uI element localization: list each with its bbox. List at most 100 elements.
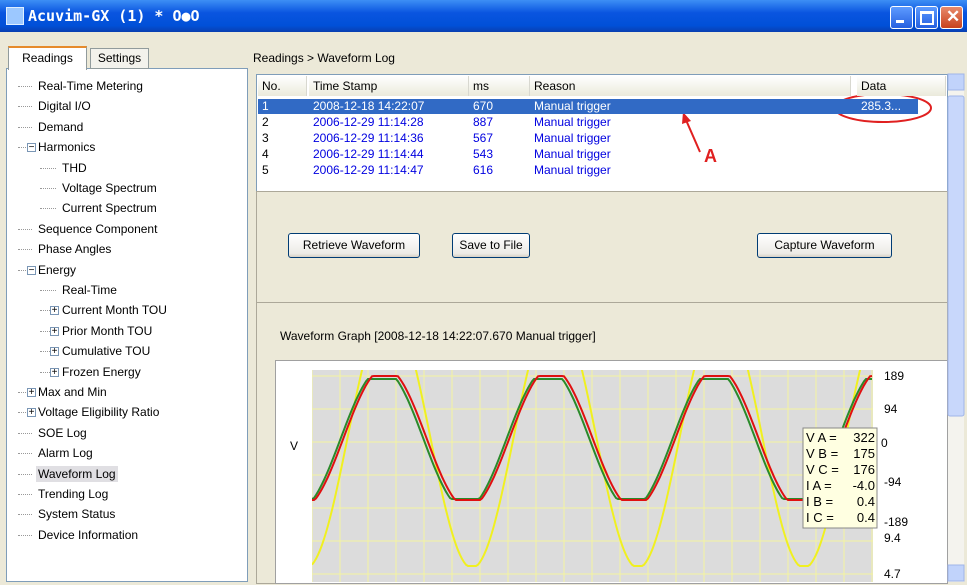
tooltip-value: 176 bbox=[853, 462, 875, 477]
scroll-up[interactable] bbox=[947, 73, 965, 91]
tooltip-value: 175 bbox=[853, 446, 875, 461]
tree-expander[interactable]: + bbox=[50, 366, 59, 378]
tooltip-value: 0.4 bbox=[856, 510, 875, 525]
tooltip-value: -4.0 bbox=[852, 478, 875, 493]
tree-expander[interactable]: − bbox=[27, 264, 36, 276]
tree-item[interactable]: Cumulative TOU bbox=[62, 344, 151, 359]
table-cell[interactable]: 3 bbox=[262, 131, 269, 145]
column-header[interactable]: No. bbox=[258, 76, 307, 96]
app-icon bbox=[6, 7, 24, 25]
table-cell[interactable]: 4 bbox=[262, 147, 269, 161]
maximize-button[interactable] bbox=[915, 6, 938, 29]
tree-item[interactable]: Max and Min bbox=[38, 385, 107, 399]
table-cell[interactable]: 616 bbox=[473, 163, 494, 177]
column-header[interactable]: ms bbox=[469, 76, 530, 96]
close-button[interactable]: ✕ bbox=[940, 6, 963, 29]
table-cell[interactable]: Manual trigger bbox=[534, 163, 611, 177]
tree-connector bbox=[18, 106, 32, 108]
y-tick-label: 9.4 bbox=[884, 531, 901, 545]
tree-item[interactable]: Waveform Log bbox=[36, 465, 118, 482]
tree-item[interactable]: Sequence Component bbox=[38, 221, 158, 236]
column-header[interactable]: Reason bbox=[530, 76, 851, 96]
table-cell[interactable]: 285.3... bbox=[861, 99, 902, 114]
button[interactable]: Save to File bbox=[452, 233, 530, 258]
table-cell[interactable]: 567 bbox=[473, 131, 494, 145]
tree-connector bbox=[18, 473, 32, 475]
tree-item[interactable]: Frozen Energy bbox=[62, 364, 141, 379]
tree-item[interactable]: Current Month TOU bbox=[62, 303, 167, 318]
tree-connector bbox=[40, 167, 56, 169]
tree-connector bbox=[18, 453, 32, 455]
tree-item[interactable]: Real-Time Metering bbox=[38, 79, 143, 93]
tooltip-name: I A = bbox=[806, 478, 832, 493]
tab[interactable]: Settings bbox=[90, 48, 149, 69]
tree-item[interactable]: Phase Angles bbox=[38, 242, 112, 257]
tree-expander[interactable]: + bbox=[50, 346, 59, 358]
tree-item[interactable]: Real-Time bbox=[62, 283, 117, 297]
tab[interactable]: Readings bbox=[8, 46, 87, 70]
tree-item[interactable]: Prior Month TOU bbox=[62, 323, 153, 338]
tree-connector bbox=[40, 290, 56, 291]
tree-item[interactable]: Energy bbox=[38, 262, 77, 277]
y-axis-label: V bbox=[290, 439, 299, 453]
graph-title: Waveform Graph [2008-12-18 14:22:07.670 … bbox=[280, 329, 596, 343]
voltage-waveform-a bbox=[312, 375, 873, 501]
tree-expander[interactable]: + bbox=[50, 325, 59, 337]
table-cell[interactable]: 2006-12-29 11:14:47 bbox=[313, 163, 424, 177]
current-waveform bbox=[312, 370, 862, 567]
table-cell[interactable]: 2 bbox=[262, 115, 269, 129]
tree-expander[interactable]: − bbox=[27, 142, 36, 154]
tree-item[interactable]: Alarm Log bbox=[38, 446, 93, 461]
tree-connector bbox=[18, 126, 32, 128]
tree-item[interactable]: Current Spectrum bbox=[62, 201, 157, 216]
table-cell[interactable]: 543 bbox=[473, 147, 494, 161]
table-cell[interactable]: Manual trigger bbox=[534, 99, 611, 113]
tooltip-name: V C = bbox=[806, 462, 839, 477]
table-cell[interactable]: Manual trigger bbox=[534, 147, 611, 161]
scroll-down[interactable] bbox=[947, 564, 965, 582]
table-cell[interactable]: 2008-12-18 14:22:07 bbox=[313, 99, 425, 113]
y-tick-label: 189 bbox=[884, 369, 905, 383]
tooltip-value: 0.4 bbox=[856, 494, 875, 509]
tree-item[interactable]: Digital I/O bbox=[38, 99, 91, 114]
y-tick-label: -189 bbox=[884, 515, 909, 529]
tree-connector bbox=[18, 514, 32, 516]
tree-item[interactable]: Device Information bbox=[38, 527, 139, 542]
tree-expander[interactable]: + bbox=[27, 387, 36, 398]
tree-expander[interactable]: + bbox=[50, 305, 59, 317]
tree-item[interactable]: SOE Log bbox=[38, 425, 87, 440]
tree-expander[interactable]: + bbox=[27, 407, 36, 419]
table-cell[interactable]: 2006-12-29 11:14:36 bbox=[313, 131, 424, 145]
y-tick-label: 94 bbox=[884, 402, 898, 416]
table-cell[interactable]: 2006-12-29 11:14:28 bbox=[313, 115, 424, 129]
table-cell[interactable]: 1 bbox=[262, 99, 269, 113]
tree-item[interactable]: Voltage Spectrum bbox=[62, 181, 157, 195]
minimize-button[interactable] bbox=[890, 6, 913, 29]
tree-item[interactable]: Demand bbox=[38, 119, 84, 134]
table-cell[interactable]: 887 bbox=[473, 115, 494, 129]
table-cell[interactable]: 670 bbox=[473, 99, 494, 113]
y-tick-label: 0 bbox=[881, 436, 888, 450]
tree-connector bbox=[40, 351, 56, 353]
tree-item[interactable]: System Status bbox=[38, 507, 116, 522]
table-cell[interactable]: Manual trigger bbox=[534, 131, 611, 145]
button[interactable]: Retrieve Waveform bbox=[288, 233, 420, 258]
tree-item[interactable]: Trending Log bbox=[38, 487, 109, 501]
tree-item[interactable]: Harmonics bbox=[38, 140, 96, 155]
column-header[interactable]: Data bbox=[857, 76, 946, 96]
table-cell[interactable]: 5 bbox=[262, 163, 269, 177]
selected-row[interactable] bbox=[258, 99, 918, 114]
table-cell[interactable]: 2006-12-29 11:14:44 bbox=[313, 147, 424, 161]
tooltip-name: V B = bbox=[806, 446, 839, 461]
column-header[interactable]: Time Stamp bbox=[309, 76, 469, 96]
tree-panel bbox=[6, 68, 248, 582]
tree-connector bbox=[18, 494, 32, 495]
button[interactable]: Capture Waveform bbox=[757, 233, 892, 258]
y-tick-label: -94 bbox=[884, 475, 902, 489]
y-tick-label: 4.7 bbox=[884, 567, 901, 581]
tree-item[interactable]: Voltage Eligibility Ratio bbox=[38, 405, 160, 420]
scroll-thumb[interactable] bbox=[947, 95, 965, 417]
table-cell[interactable]: Manual trigger bbox=[534, 115, 611, 129]
tree-item[interactable]: THD bbox=[62, 160, 87, 175]
